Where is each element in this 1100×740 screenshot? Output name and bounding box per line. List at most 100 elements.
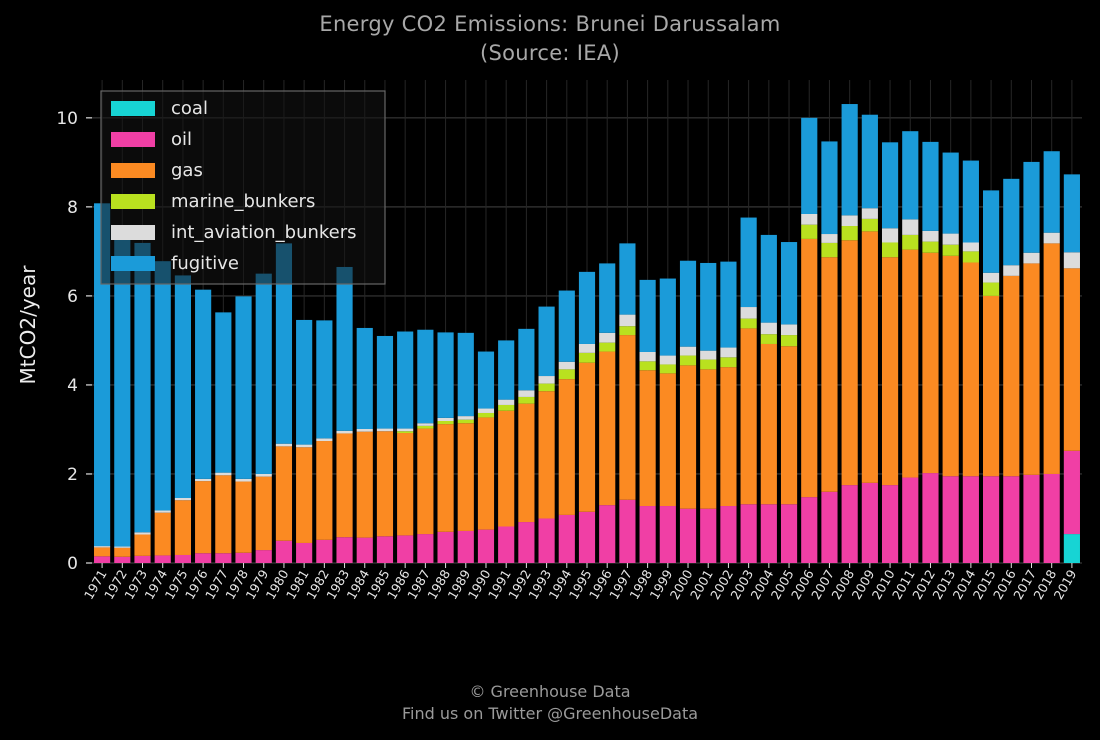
bar-fugitive-1989 xyxy=(457,332,474,417)
legend-swatch-marine_bunkers xyxy=(111,194,155,209)
bar-oil-1975 xyxy=(174,554,191,563)
bar-marine_bunkers-2008 xyxy=(841,226,858,241)
bar-int_aviation_bunkers-2014 xyxy=(962,242,979,252)
bar-fugitive-2007 xyxy=(821,141,838,235)
bar-gas-1978 xyxy=(235,481,252,553)
bar-int_aviation_bunkers-1990 xyxy=(477,408,495,413)
bar-gas-2010 xyxy=(881,257,899,486)
bar-fugitive-2006 xyxy=(801,117,818,214)
bar-marine_bunkers-2014 xyxy=(962,251,979,263)
bar-marine_bunkers-2012 xyxy=(922,241,939,253)
bar-fugitive-2017 xyxy=(1023,161,1040,253)
bar-marine_bunkers-1999 xyxy=(659,364,676,374)
bar-int_aviation_bunkers-1982 xyxy=(316,438,333,442)
bar-marine_bunkers-2013 xyxy=(942,244,959,256)
chart-subtitle: (Source: IEA) xyxy=(480,41,620,65)
bar-marine_bunkers-1992 xyxy=(518,396,535,404)
bar-oil-1976 xyxy=(195,553,212,563)
bar-oil-1989 xyxy=(457,530,474,563)
bar-gas-1975 xyxy=(174,500,191,555)
bar-fugitive-1972 xyxy=(114,234,131,547)
legend-swatch-int_aviation_bunkers xyxy=(111,225,155,240)
bar-gas-1986 xyxy=(397,433,414,536)
bar-fugitive-1975 xyxy=(174,275,191,499)
bar-gas-2002 xyxy=(720,367,737,507)
y-tick-label: 4 xyxy=(67,376,78,396)
bar-int_aviation_bunkers-1991 xyxy=(498,399,515,405)
bar-oil-1986 xyxy=(397,535,414,563)
bar-oil-1996 xyxy=(599,505,616,563)
legend-label-marine_bunkers: marine_bunkers xyxy=(171,191,315,212)
bar-gas-1998 xyxy=(639,370,656,507)
bar-fugitive-1999 xyxy=(659,278,676,356)
bar-int_aviation_bunkers-1997 xyxy=(619,314,636,327)
bar-marine_bunkers-2001 xyxy=(700,359,717,370)
bar-fugitive-2000 xyxy=(679,260,697,347)
bar-oil-2006 xyxy=(801,497,818,563)
bar-int_aviation_bunkers-1980 xyxy=(275,443,293,447)
bar-marine_bunkers-1993 xyxy=(538,383,555,392)
legend-label-oil: oil xyxy=(171,129,192,150)
bar-marine_bunkers-1998 xyxy=(639,361,656,371)
bar-marine_bunkers-1996 xyxy=(599,342,616,352)
bar-int_aviation_bunkers-2019 xyxy=(1063,252,1080,269)
y-tick-label: 0 xyxy=(67,554,78,574)
bar-oil-1995 xyxy=(578,511,596,563)
bar-fugitive-1971 xyxy=(94,203,111,547)
bar-oil-2016 xyxy=(1003,476,1020,563)
bar-int_aviation_bunkers-1993 xyxy=(538,376,555,384)
bar-oil-1973 xyxy=(134,555,151,563)
bar-int_aviation_bunkers-1998 xyxy=(639,351,656,362)
bar-int_aviation_bunkers-2007 xyxy=(821,234,838,243)
bar-int_aviation_bunkers-2005 xyxy=(780,324,798,336)
bar-fugitive-1979 xyxy=(255,273,272,474)
bar-oil-2017 xyxy=(1023,474,1040,563)
bar-fugitive-2008 xyxy=(841,104,858,216)
legend-label-coal: coal xyxy=(171,98,208,119)
bar-oil-2005 xyxy=(780,504,798,563)
bar-int_aviation_bunkers-2016 xyxy=(1003,265,1020,276)
bar-oil-1971 xyxy=(94,556,111,563)
bar-oil-1972 xyxy=(114,556,131,563)
bar-fugitive-2009 xyxy=(861,114,878,209)
bar-oil-1990 xyxy=(477,529,495,563)
bar-gas-2001 xyxy=(700,369,717,509)
bar-oil-1998 xyxy=(639,506,656,563)
bar-int_aviation_bunkers-2015 xyxy=(983,272,1000,283)
bar-gas-1980 xyxy=(275,446,293,541)
bar-gas-2009 xyxy=(861,231,878,483)
bar-oil-1992 xyxy=(518,522,535,563)
bar-gas-1983 xyxy=(336,433,353,538)
bar-int_aviation_bunkers-1984 xyxy=(356,429,373,432)
bar-fugitive-2003 xyxy=(740,217,757,308)
bar-gas-1976 xyxy=(195,481,212,554)
bar-gas-1993 xyxy=(538,391,555,519)
bar-gas-2005 xyxy=(780,346,798,505)
bar-int_aviation_bunkers-1989 xyxy=(457,416,474,420)
bar-marine_bunkers-1994 xyxy=(558,369,575,380)
bar-fugitive-2002 xyxy=(720,261,737,348)
bar-gas-1977 xyxy=(215,475,232,554)
bar-gas-2000 xyxy=(679,365,697,509)
bar-marine_bunkers-1995 xyxy=(578,352,596,363)
bar-int_aviation_bunkers-1979 xyxy=(255,473,272,477)
bar-gas-2006 xyxy=(801,238,818,498)
bar-oil-1977 xyxy=(215,553,232,563)
bar-gas-1973 xyxy=(134,534,151,556)
bar-fugitive-1992 xyxy=(518,328,535,391)
bar-fugitive-2005 xyxy=(780,242,798,325)
bar-fugitive-1977 xyxy=(215,312,232,473)
bar-fugitive-2015 xyxy=(983,190,1000,273)
legend-label-gas: gas xyxy=(171,160,203,181)
bar-marine_bunkers-2002 xyxy=(720,357,737,368)
y-tick-label: 6 xyxy=(67,287,78,307)
bar-oil-2019 xyxy=(1063,450,1080,535)
bar-gas-2018 xyxy=(1043,243,1060,474)
legend-label-int_aviation_bunkers: int_aviation_bunkers xyxy=(171,222,357,243)
legend-swatch-fugitive xyxy=(111,256,155,271)
bar-marine_bunkers-2007 xyxy=(821,242,838,258)
bar-fugitive-1988 xyxy=(437,332,454,418)
bar-gas-1981 xyxy=(296,447,313,543)
bar-fugitive-1984 xyxy=(356,327,373,430)
bar-int_aviation_bunkers-2012 xyxy=(922,230,939,242)
